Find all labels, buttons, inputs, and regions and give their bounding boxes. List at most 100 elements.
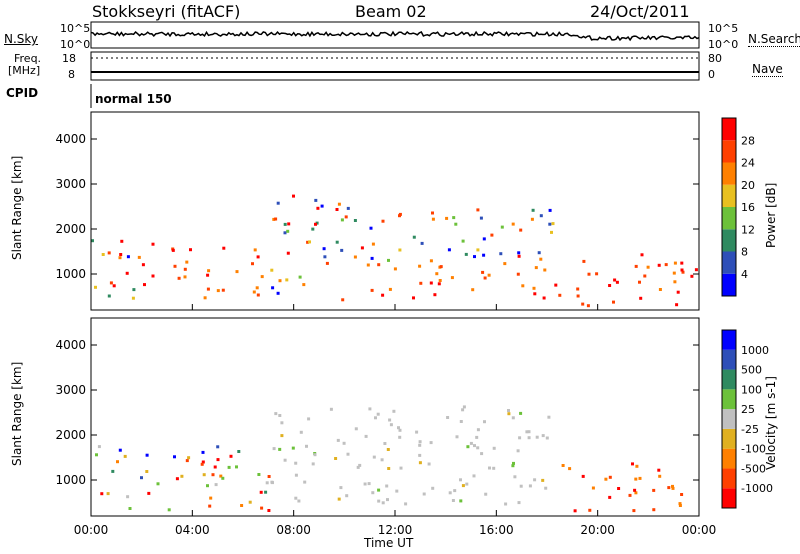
heatmap-cell	[271, 481, 274, 485]
heatmap-cell	[395, 489, 399, 493]
heatmap-cell	[259, 490, 263, 494]
colorbar-segment	[722, 488, 736, 508]
heatmap-cell	[638, 476, 642, 480]
heatmap-cell	[285, 278, 289, 282]
heatmap-cell	[227, 465, 231, 469]
y-tick-label: 2000	[55, 428, 86, 442]
colorbar-tick-label: 16	[741, 201, 755, 214]
heatmap-cell	[581, 302, 585, 306]
nsearch-tick-low: 10^0	[708, 38, 739, 51]
heatmap-cell	[143, 283, 146, 287]
heatmap-cell	[335, 208, 339, 211]
heatmap-cell	[535, 435, 539, 439]
heatmap-cell	[360, 246, 364, 250]
heatmap-cell	[542, 296, 546, 300]
heatmap-cell	[527, 430, 531, 434]
heatmap-cell	[322, 247, 326, 251]
heatmap-cell	[377, 488, 381, 492]
heatmap-cell	[323, 255, 327, 259]
heatmap-cell	[366, 263, 370, 267]
y-tick-label: 3000	[55, 383, 86, 397]
heatmap-cell	[673, 261, 677, 265]
y-tick-label: 1000	[55, 473, 86, 487]
heatmap-cell	[314, 198, 318, 202]
heatmap-cell	[487, 273, 491, 277]
heatmap-cell	[393, 267, 397, 271]
heatmap-cell	[484, 492, 488, 496]
heatmap-cell	[418, 264, 422, 268]
heatmap-cell	[387, 258, 390, 262]
heatmap-cell	[175, 477, 179, 481]
heatmap-cell	[297, 499, 301, 503]
heatmap-cell	[534, 266, 538, 270]
heatmap-cell	[222, 246, 226, 250]
heatmap-cell	[206, 273, 210, 277]
heatmap-cell	[118, 448, 122, 452]
heatmap-cell	[353, 219, 357, 222]
heatmap-cell	[466, 445, 470, 449]
heatmap-cell	[177, 276, 181, 280]
heatmap-cell	[256, 255, 260, 259]
heatmap-cell	[137, 255, 141, 259]
heatmap-cell	[320, 204, 324, 208]
heatmap-cell	[203, 296, 207, 300]
colorbar-segment	[722, 207, 736, 230]
heatmap-cell	[201, 460, 205, 464]
heatmap-cell	[291, 446, 295, 450]
heatmap-cell	[200, 462, 204, 466]
heatmap-cell	[358, 463, 362, 467]
nave-label: Nave	[752, 62, 783, 77]
heatmap-cell	[278, 414, 282, 417]
heatmap-cell	[446, 416, 450, 419]
heatmap-cell	[671, 486, 675, 490]
heatmap-cell	[125, 271, 129, 275]
heatmap-cell	[512, 461, 515, 465]
heatmap-cell	[167, 508, 171, 512]
nsearch-tick-high: 10^5	[708, 22, 739, 35]
heatmap-cell	[180, 474, 184, 478]
heatmap-cell	[253, 248, 257, 252]
heatmap-cell	[459, 420, 463, 423]
heatmap-cell	[595, 272, 599, 276]
heatmap-cell	[398, 248, 402, 252]
heatmap-cell	[272, 217, 276, 221]
heatmap-cell	[95, 453, 98, 457]
heatmap-cell	[459, 478, 462, 482]
heatmap-cell	[646, 265, 650, 269]
heatmap-cell	[97, 445, 101, 449]
heatmap-cell	[547, 415, 551, 419]
heatmap-cell	[541, 478, 545, 482]
heatmap-cell	[480, 452, 484, 456]
velocity-panel-frame	[90, 317, 700, 517]
heatmap-cell	[386, 498, 389, 502]
heatmap-cell	[481, 270, 485, 274]
heatmap-cell	[252, 290, 256, 294]
heatmap-cell	[276, 201, 280, 205]
heatmap-cell	[237, 450, 241, 453]
freq-tick-low: 8	[68, 68, 75, 81]
time-xlabel: Time UT	[364, 536, 414, 550]
heatmap-cell	[450, 276, 454, 280]
heatmap-cell	[465, 482, 469, 486]
velocity-heatmap-cells	[95, 405, 684, 513]
heatmap-cell	[183, 267, 187, 271]
freq-tick-high: 18	[62, 52, 76, 65]
heatmap-cell	[448, 491, 452, 495]
heatmap-cell	[329, 407, 333, 411]
nsky-panel-frame	[90, 21, 700, 49]
heatmap-cell	[397, 426, 400, 430]
colorbar-tick-label: -1000	[741, 482, 773, 495]
heatmap-cell	[283, 231, 287, 235]
heatmap-cell	[334, 457, 338, 460]
heatmap-cell	[116, 460, 119, 464]
heatmap-cell	[418, 440, 422, 444]
heatmap-cell	[476, 248, 480, 252]
heatmap-cell	[107, 294, 111, 298]
heatmap-cell	[586, 304, 590, 308]
heatmap-cell	[201, 450, 205, 454]
heatmap-cell	[274, 412, 278, 416]
heatmap-cell	[461, 408, 465, 412]
heatmap-cell	[91, 239, 94, 243]
heatmap-cell	[473, 255, 476, 259]
